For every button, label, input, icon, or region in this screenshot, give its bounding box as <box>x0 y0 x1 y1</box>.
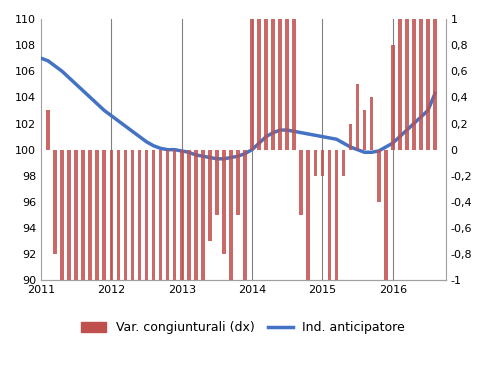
Bar <box>335 150 338 392</box>
Bar <box>194 150 198 392</box>
Bar <box>53 150 57 254</box>
Bar <box>243 150 247 307</box>
Bar <box>433 0 437 150</box>
Bar <box>370 97 374 150</box>
Bar <box>314 150 317 176</box>
Legend: Var. congiunturali (dx), Ind. anticipatore: Var. congiunturali (dx), Ind. anticipato… <box>76 316 410 339</box>
Bar <box>131 150 134 392</box>
Bar <box>173 150 176 392</box>
Bar <box>419 0 423 150</box>
Bar <box>110 150 113 385</box>
Bar <box>208 150 212 241</box>
Bar <box>145 150 149 392</box>
Bar <box>328 150 331 385</box>
Bar <box>229 150 233 307</box>
Bar <box>349 123 353 150</box>
Bar <box>67 150 71 385</box>
Bar <box>398 0 402 150</box>
Bar <box>152 150 155 392</box>
Bar <box>159 150 163 392</box>
Bar <box>138 150 141 392</box>
Bar <box>124 150 127 392</box>
Bar <box>95 150 99 385</box>
Bar <box>264 0 268 150</box>
Bar <box>180 150 184 392</box>
Bar <box>271 0 275 150</box>
Bar <box>384 150 388 392</box>
Bar <box>166 150 169 392</box>
Bar <box>391 45 394 150</box>
Bar <box>236 150 240 215</box>
Bar <box>377 150 380 202</box>
Bar <box>102 150 106 359</box>
Bar <box>201 150 205 392</box>
Bar <box>320 150 324 176</box>
Bar <box>250 19 254 150</box>
Bar <box>356 84 359 150</box>
Bar <box>300 150 303 215</box>
Bar <box>306 150 310 392</box>
Bar <box>292 0 296 150</box>
Bar <box>60 150 64 307</box>
Bar <box>412 0 416 150</box>
Bar <box>46 111 50 150</box>
Bar <box>363 111 366 150</box>
Bar <box>222 150 226 254</box>
Bar <box>279 0 282 150</box>
Bar <box>116 150 120 392</box>
Bar <box>187 150 190 392</box>
Bar <box>257 0 261 150</box>
Bar <box>81 150 85 392</box>
Bar <box>426 0 430 150</box>
Bar <box>342 150 345 176</box>
Bar <box>75 150 78 372</box>
Bar <box>285 0 289 150</box>
Bar <box>215 150 219 215</box>
Bar <box>405 0 409 150</box>
Bar <box>89 150 92 392</box>
